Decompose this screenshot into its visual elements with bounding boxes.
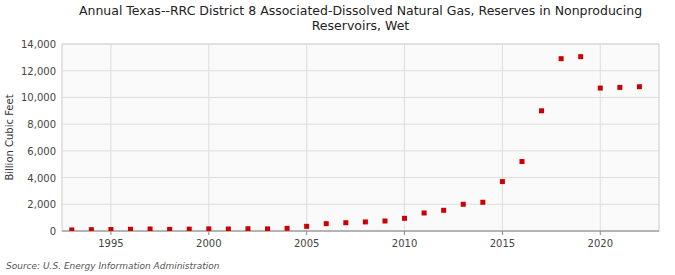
points xyxy=(69,54,642,231)
point xyxy=(206,226,211,231)
point xyxy=(343,220,348,225)
y-tick-label: 6,000 xyxy=(27,146,56,157)
x-tick-label: 2010 xyxy=(392,238,417,249)
point xyxy=(461,202,466,207)
chart-container: Annual Texas--RRC District 8 Associated-… xyxy=(0,0,675,275)
chart-title: Annual Texas--RRC District 8 Associated-… xyxy=(79,3,642,33)
point xyxy=(265,226,270,231)
point xyxy=(245,226,250,231)
x-tick-mark xyxy=(404,231,405,235)
point xyxy=(617,85,622,90)
point xyxy=(363,219,368,224)
y-grid-line xyxy=(62,177,659,178)
point xyxy=(422,210,427,215)
x-tick-mark xyxy=(502,231,503,235)
y-tick-label: 2,000 xyxy=(27,199,56,210)
y-tick-label: 12,000 xyxy=(21,66,56,77)
point xyxy=(441,208,446,213)
point xyxy=(539,108,544,113)
title-line: Annual Texas--RRC District 8 Associated-… xyxy=(79,3,642,18)
point xyxy=(304,224,309,229)
point xyxy=(559,56,564,61)
point xyxy=(89,227,94,231)
y-grid-line xyxy=(62,70,659,71)
x-tick-mark xyxy=(208,231,209,235)
point xyxy=(285,226,290,231)
x-tick-label: 2000 xyxy=(196,238,221,249)
point xyxy=(108,227,113,231)
point xyxy=(324,221,329,226)
x-tick-label: 2020 xyxy=(588,238,613,249)
x-grid-line xyxy=(110,44,111,231)
point xyxy=(128,227,133,231)
x-tick-label: 2015 xyxy=(490,238,515,249)
y-grid-line xyxy=(62,204,659,205)
point xyxy=(519,159,524,164)
point xyxy=(598,86,603,91)
point xyxy=(500,179,505,184)
y-tick-label: 4,000 xyxy=(27,173,56,184)
title-line: Reservoirs, Wet xyxy=(312,18,410,33)
point xyxy=(167,227,172,231)
x-grid-line xyxy=(404,44,405,231)
y-axis-label: Billion Cubic Feet xyxy=(4,94,15,180)
point xyxy=(69,227,74,231)
point xyxy=(382,218,387,223)
y-tick-label: 10,000 xyxy=(21,92,56,103)
plot-area xyxy=(62,44,659,231)
point xyxy=(578,54,583,59)
source-note: Source: U.S. Energy Information Administ… xyxy=(6,261,220,271)
chart-svg: Annual Texas--RRC District 8 Associated-… xyxy=(0,0,675,275)
x-tick-mark xyxy=(600,231,601,235)
x-grid-line xyxy=(600,44,601,231)
y-grid-line xyxy=(62,150,659,151)
point xyxy=(148,226,153,231)
y-grid-line xyxy=(62,97,659,98)
axes: 0 2,000 4,000 6,000 8,000 10,000 12,000 14,000 1… xyxy=(21,39,659,249)
x-grid-line xyxy=(208,44,209,231)
point xyxy=(226,226,231,231)
y-grid-line xyxy=(62,44,659,45)
x-tick-label: 1995 xyxy=(98,238,123,249)
y-tick-label: 14,000 xyxy=(21,39,56,50)
x-grid-line xyxy=(502,44,503,231)
y-tick-label: 8,000 xyxy=(27,119,56,130)
x-grid-line xyxy=(306,44,307,231)
point xyxy=(187,227,192,231)
y-tick-label: 0 xyxy=(50,226,56,237)
point xyxy=(637,84,642,89)
point xyxy=(480,200,485,205)
x-tick-mark xyxy=(306,231,307,235)
x-tick-mark xyxy=(110,231,111,235)
grid xyxy=(62,44,659,231)
y-grid-line xyxy=(62,124,659,125)
x-tick-label: 2005 xyxy=(294,238,319,249)
point xyxy=(402,216,407,221)
